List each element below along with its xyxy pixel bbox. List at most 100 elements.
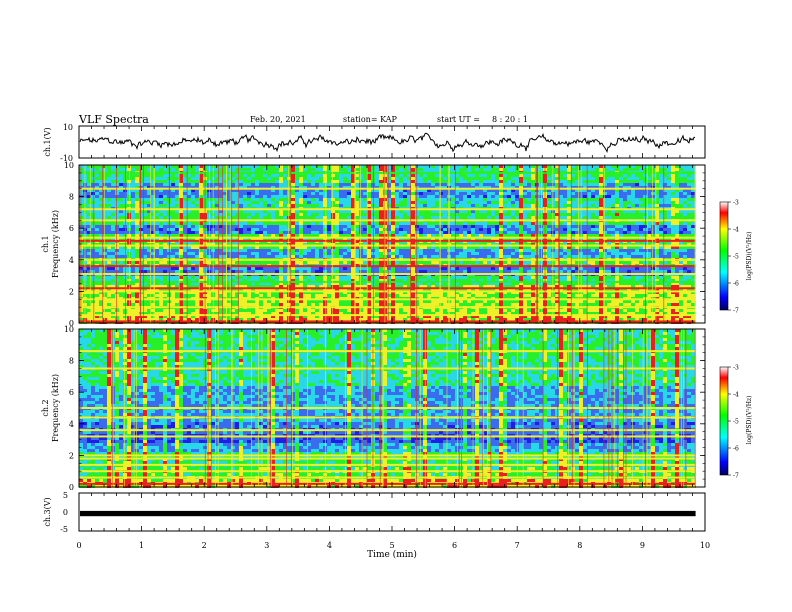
spectrogram-cell (347, 252, 351, 255)
spectrogram-cell (463, 195, 467, 198)
spectrogram-cell (591, 180, 595, 183)
spectrogram-cell (447, 243, 451, 246)
spectrogram-cell (107, 201, 111, 204)
spectrogram-cell (107, 204, 111, 207)
spectrogram-cell (111, 246, 115, 249)
spectrogram-cell (287, 210, 291, 213)
spectrogram-cell (627, 246, 631, 249)
spectrogram-cell (279, 195, 283, 198)
spectrogram-cell (95, 198, 99, 201)
spectrogram-cell (547, 231, 551, 234)
spectrogram-cell (555, 225, 559, 228)
spectrogram-cell (143, 174, 147, 177)
spectrogram-cell (439, 246, 443, 249)
spectrogram-cell (527, 243, 531, 246)
spectrogram-cell (463, 165, 467, 168)
spectrogram-cell (147, 177, 151, 180)
spectrogram-cell (359, 228, 363, 231)
spectrogram-cell (547, 177, 551, 180)
spectrogram-cell (387, 213, 391, 216)
spectrogram-cell (523, 249, 527, 252)
spectrogram-cell (307, 222, 311, 225)
spectrogram-cell (191, 228, 195, 231)
spectrogram-cell (267, 189, 271, 192)
spectrogram-cell (563, 192, 567, 195)
spectrogram-cell (503, 174, 507, 177)
spectrogram-cell (307, 210, 311, 213)
spectrogram-cell (515, 180, 519, 183)
spectrogram-cell (615, 231, 619, 234)
spectrogram-cell (179, 213, 183, 216)
spectrogram-cell (359, 255, 363, 258)
spectrogram-cell (639, 234, 643, 237)
spectrogram-cell (651, 165, 655, 168)
spectrogram-cell (459, 174, 463, 177)
spectrogram-cell (371, 195, 375, 198)
spectrogram-cell (639, 204, 643, 207)
spectrogram-cell (315, 180, 319, 183)
spectrogram-cell (223, 213, 227, 216)
spectrogram-cell (323, 174, 327, 177)
spectrogram-cell (223, 201, 227, 204)
spectrogram-cell (299, 246, 303, 249)
spectrogram-cell (311, 225, 315, 228)
spectrogram-cell (91, 228, 95, 231)
spectrogram-cell (635, 210, 639, 213)
spectrogram-cell (603, 195, 607, 198)
spectrogram-cell (511, 201, 515, 204)
spectrogram-cell (243, 243, 247, 246)
spectrogram-cell (139, 174, 143, 177)
spectrogram-cell (127, 234, 131, 237)
spectrogram-cell (259, 249, 263, 252)
spectrogram-cell (399, 222, 403, 225)
spectrogram-cell (403, 204, 407, 207)
spectrogram-cell (435, 234, 439, 237)
spectrogram-cell (227, 201, 231, 204)
spectrogram-cell (471, 246, 475, 249)
spectrogram-cell (675, 186, 679, 189)
spectrogram-cell (355, 222, 359, 225)
spectrogram-cell (583, 213, 587, 216)
spectrogram-cell (187, 222, 191, 225)
spectrogram-cell (423, 168, 427, 171)
spectrogram-cell (667, 216, 671, 219)
spectrogram-cell (511, 165, 515, 168)
spectrogram-cell (667, 249, 671, 252)
spectrogram-cell (107, 222, 111, 225)
spectrogram-cell (87, 174, 91, 177)
spectrogram-cell (111, 252, 115, 255)
spectrogram-cell (291, 168, 295, 171)
spectrogram-cell (459, 225, 463, 228)
spectrogram-cell (479, 180, 483, 183)
spectrogram-cell (487, 255, 491, 258)
spectrogram-cell (439, 192, 443, 195)
spectrogram-cell (375, 213, 379, 216)
spectrogram-cell (139, 246, 143, 249)
spectrogram-cell (631, 201, 635, 204)
spectrogram-cell (131, 168, 135, 171)
spectrogram-cell (475, 174, 479, 177)
spectrogram-cell (519, 231, 523, 234)
spectrogram-cell (251, 189, 255, 192)
spectrogram-cell (175, 225, 179, 228)
spectrogram-cell (503, 228, 507, 231)
spectrogram-cell (607, 180, 611, 183)
spectrogram-cell (559, 177, 563, 180)
spectrogram-cell (103, 174, 107, 177)
spectrogram-cell (431, 201, 435, 204)
spectrogram-cell (323, 183, 327, 186)
spectrogram-cell (95, 177, 99, 180)
spectrogram-cell (575, 189, 579, 192)
spectrogram-cell (675, 204, 679, 207)
spectrogram-cell (559, 198, 563, 201)
spectrogram-cell (651, 210, 655, 213)
spectrogram-cell (439, 183, 443, 186)
spectrogram-cell (99, 255, 103, 258)
spectrogram-cell (663, 225, 667, 228)
spectrogram-cell (471, 243, 475, 246)
spectrogram-cell (571, 198, 575, 201)
spectrogram-cell (627, 189, 631, 192)
spectrogram-cell (503, 252, 507, 255)
spectrogram-cell (295, 195, 299, 198)
spectrogram-cell (303, 165, 307, 168)
